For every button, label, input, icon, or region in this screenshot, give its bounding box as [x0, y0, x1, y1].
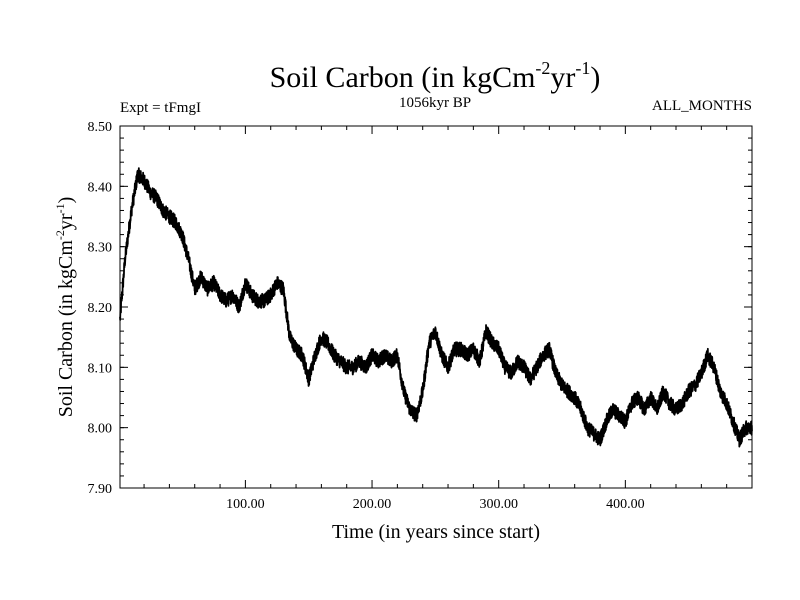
chart-title-main: Soil Carbon (in kgCm	[270, 61, 536, 94]
y-axis-label-mid: yr	[55, 213, 77, 230]
y-axis-label: Soil Carbon (in kgCm-2yr-1)	[53, 197, 77, 418]
x-tick-label: 200.00	[353, 497, 392, 512]
x-tick-label: 300.00	[479, 497, 518, 512]
y-tick-label: 8.40	[88, 180, 113, 195]
chart-title-exp1: -2	[535, 58, 550, 78]
y-axis-label-exp1: -2	[53, 230, 67, 240]
chart-title-mid: yr	[550, 61, 575, 94]
y-tick-label: 7.90	[88, 482, 113, 497]
series-line-soil-carbon	[119, 167, 753, 448]
x-axis: 100.00 200.00 300.00 400.00	[143, 126, 728, 512]
y-tick-label: 8.10	[88, 361, 113, 376]
y-tick-label: 8.50	[88, 120, 113, 135]
x-axis-label: Time (in years since start)	[332, 521, 540, 543]
y-tick-label: 8.00	[88, 422, 113, 437]
period-label: 1056kyr BP	[399, 95, 471, 111]
experiment-label: Expt = tFmgI	[120, 100, 201, 116]
y-axis-label-end: )	[55, 197, 77, 204]
y-tick-label: 8.20	[88, 301, 113, 316]
x-tick-label: 100.00	[226, 497, 265, 512]
chart-title: Soil Carbon (in kgCm-2yr-1)	[270, 58, 601, 94]
y-axis: 7.90 8.00 8.10 8.20 8.30 8.40 8.50	[88, 120, 752, 497]
chart-title-exp2: -1	[575, 58, 590, 78]
months-label: ALL_MONTHS	[652, 98, 752, 114]
chart-title-end: )	[590, 61, 600, 94]
y-tick-label: 8.30	[88, 241, 113, 256]
y-axis-label-main: Soil Carbon (in kgCm	[55, 240, 77, 418]
plot-area	[119, 125, 753, 489]
y-axis-label-exp2: -1	[53, 203, 67, 213]
x-tick-label: 400.00	[606, 497, 645, 512]
